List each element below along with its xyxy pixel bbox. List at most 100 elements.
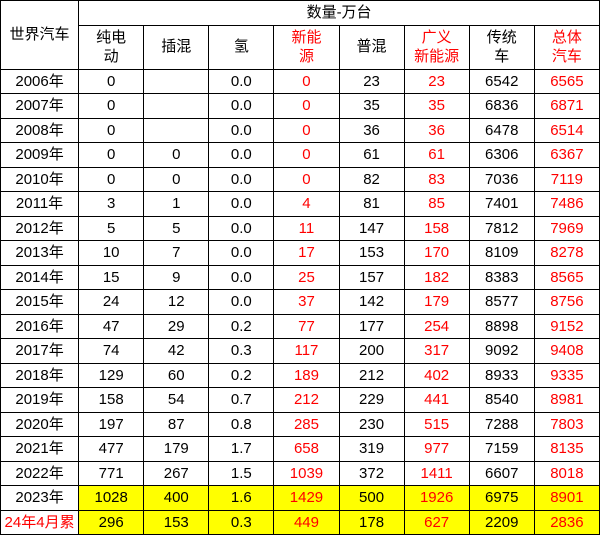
data-cell: 177 (339, 314, 404, 339)
data-cell: 8577 (469, 290, 534, 315)
data-cell: 0.0 (209, 216, 274, 241)
data-cell: 15 (79, 265, 144, 290)
row-label: 2023年 (1, 486, 79, 511)
table-row: 2006年00.00232365426565 (1, 69, 600, 94)
data-cell: 0.2 (209, 363, 274, 388)
row-label: 2021年 (1, 437, 79, 462)
data-cell: 0 (274, 143, 339, 168)
data-cell: 254 (404, 314, 469, 339)
data-cell: 0.0 (209, 118, 274, 143)
data-cell: 8565 (534, 265, 599, 290)
data-cell: 319 (339, 437, 404, 462)
column-header: 插混 (144, 25, 209, 69)
table-row: 2020年197870.828523051572887803 (1, 412, 600, 437)
data-cell: 153 (339, 241, 404, 266)
table-row: 2021年4771791.765831997771598135 (1, 437, 600, 462)
data-cell: 9092 (469, 339, 534, 364)
data-cell: 402 (404, 363, 469, 388)
column-header: 氢 (209, 25, 274, 69)
row-label: 2007年 (1, 94, 79, 119)
data-cell: 7969 (534, 216, 599, 241)
data-cell: 6975 (469, 486, 534, 511)
data-cell: 7401 (469, 192, 534, 217)
data-cell: 1411 (404, 461, 469, 486)
data-cell: 35 (339, 94, 404, 119)
column-header: 纯电动 (79, 25, 144, 69)
data-cell: 35 (404, 94, 469, 119)
data-cell: 2209 (469, 510, 534, 535)
data-cell: 0 (274, 94, 339, 119)
row-label: 2018年 (1, 363, 79, 388)
data-cell: 229 (339, 388, 404, 413)
data-cell: 658 (274, 437, 339, 462)
data-cell: 8018 (534, 461, 599, 486)
data-cell: 0 (274, 118, 339, 143)
table-row: 2015年24120.03714217985778756 (1, 290, 600, 315)
row-label: 2008年 (1, 118, 79, 143)
table-row: 2022年7712671.51039372141166078018 (1, 461, 600, 486)
data-cell: 1429 (274, 486, 339, 511)
data-cell: 77 (274, 314, 339, 339)
data-cell: 8933 (469, 363, 534, 388)
data-cell: 7288 (469, 412, 534, 437)
data-cell (144, 94, 209, 119)
column-header: 总体汽车 (534, 25, 599, 69)
data-cell: 230 (339, 412, 404, 437)
data-cell: 153 (144, 510, 209, 535)
data-cell: 9 (144, 265, 209, 290)
data-cell: 0.0 (209, 290, 274, 315)
row-label: 2013年 (1, 241, 79, 266)
data-cell: 42 (144, 339, 209, 364)
data-cell: 0.0 (209, 167, 274, 192)
data-cell: 36 (339, 118, 404, 143)
table-row: 2010年000.00828370367119 (1, 167, 600, 192)
data-cell: 10 (79, 241, 144, 266)
data-cell: 1039 (274, 461, 339, 486)
data-cell: 8278 (534, 241, 599, 266)
row-label: 2015年 (1, 290, 79, 315)
data-cell: 5 (144, 216, 209, 241)
table-row: 24年4月累2961530.344917862722092836 (1, 510, 600, 535)
data-cell: 1028 (79, 486, 144, 511)
table-row: 2008年00.00363664786514 (1, 118, 600, 143)
data-cell: 0.0 (209, 265, 274, 290)
data-cell: 8981 (534, 388, 599, 413)
data-cell: 285 (274, 412, 339, 437)
data-cell: 9408 (534, 339, 599, 364)
data-table: 世界汽车 数量-万台 纯电动插混氢新能源普混广义新能源传统车总体汽车 2006年… (0, 0, 600, 535)
data-cell: 0 (79, 167, 144, 192)
data-cell: 54 (144, 388, 209, 413)
data-cell: 0.2 (209, 314, 274, 339)
table-row: 2023年10284001.61429500192669758901 (1, 486, 600, 511)
data-cell: 6871 (534, 94, 599, 119)
data-cell: 157 (339, 265, 404, 290)
row-label: 2022年 (1, 461, 79, 486)
data-cell: 0 (79, 94, 144, 119)
column-header: 新能源 (274, 25, 339, 69)
data-cell: 0.0 (209, 94, 274, 119)
data-cell: 74 (79, 339, 144, 364)
row-label: 2012年 (1, 216, 79, 241)
data-cell: 25 (274, 265, 339, 290)
data-cell: 267 (144, 461, 209, 486)
data-cell: 158 (79, 388, 144, 413)
data-cell: 5 (79, 216, 144, 241)
data-cell (144, 69, 209, 94)
data-cell: 6478 (469, 118, 534, 143)
table-row: 2016年47290.27717725488989152 (1, 314, 600, 339)
data-cell: 179 (144, 437, 209, 462)
data-cell: 8109 (469, 241, 534, 266)
data-cell: 8383 (469, 265, 534, 290)
data-cell: 158 (404, 216, 469, 241)
data-cell: 60 (144, 363, 209, 388)
table-row: 2013年1070.01715317081098278 (1, 241, 600, 266)
data-cell: 2836 (534, 510, 599, 535)
data-cell: 8898 (469, 314, 534, 339)
data-cell: 87 (144, 412, 209, 437)
data-cell: 147 (339, 216, 404, 241)
data-cell: 37 (274, 290, 339, 315)
data-cell: 0.0 (209, 69, 274, 94)
table-row: 2009年000.00616163066367 (1, 143, 600, 168)
data-cell: 372 (339, 461, 404, 486)
data-cell: 129 (79, 363, 144, 388)
